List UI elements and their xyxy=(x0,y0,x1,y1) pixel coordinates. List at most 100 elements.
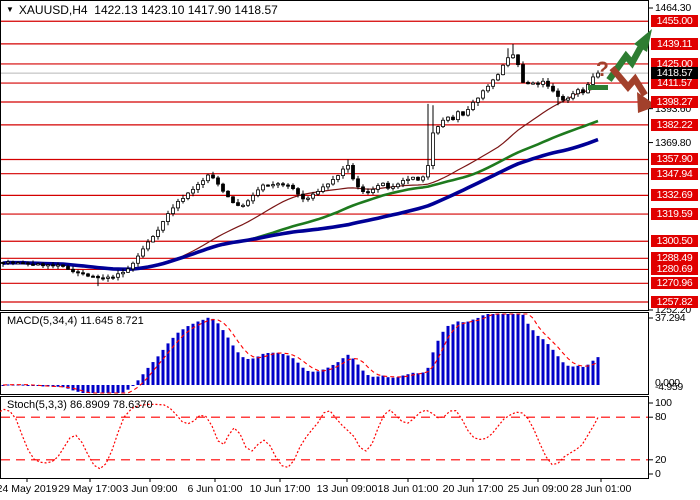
candle-body xyxy=(521,64,525,83)
macd-bar xyxy=(276,352,280,385)
macd-histogram xyxy=(1,314,600,393)
ma-slow-line xyxy=(2,137,599,272)
price-level-badge: 1425.00 xyxy=(651,57,698,70)
macd-bar xyxy=(241,357,245,385)
candle-body xyxy=(261,184,265,191)
macd-bar xyxy=(131,385,135,386)
stoch-k-line xyxy=(0,404,598,472)
candle-body xyxy=(291,184,295,190)
macd-bar xyxy=(156,356,160,385)
candle-body xyxy=(206,174,210,182)
candle-body xyxy=(576,89,580,95)
macd-bar xyxy=(461,322,465,385)
macd-bar xyxy=(486,314,490,385)
stoch-panel-border xyxy=(0,396,649,479)
candle-body xyxy=(491,79,495,87)
candle-body xyxy=(406,178,410,181)
candle-body xyxy=(271,184,275,187)
macd-bar xyxy=(446,325,450,385)
macd-bar xyxy=(581,366,585,385)
time-tick-label: 10 Jun 17:00 xyxy=(249,483,311,495)
candle-body xyxy=(91,275,95,278)
macd-bar xyxy=(296,362,300,385)
macd-bar xyxy=(436,340,440,385)
macd-bar xyxy=(526,323,530,385)
macd-bar xyxy=(556,356,560,385)
stoch-scale-label: 0 xyxy=(655,468,661,480)
time-tick-label: 25 Jun 09:00 xyxy=(507,483,569,495)
macd-bar xyxy=(301,367,305,385)
candle-body xyxy=(531,82,535,85)
candle-body xyxy=(11,261,15,264)
macd-bar xyxy=(291,358,295,385)
current-price-badge: 1418.57 xyxy=(651,67,698,80)
candle-body xyxy=(176,200,180,209)
candle-body xyxy=(126,268,130,273)
macd-bar xyxy=(6,384,10,386)
stoch-scale-label: 100 xyxy=(655,397,672,409)
price-level-badge: 1280.69 xyxy=(651,263,698,276)
macd-bar xyxy=(591,360,595,385)
macd-bar xyxy=(316,371,320,385)
candle-body xyxy=(596,72,600,78)
macd-bar xyxy=(391,377,395,385)
candle-body xyxy=(456,111,460,121)
candle-body xyxy=(481,90,485,99)
candle-body xyxy=(371,188,375,194)
candle-body xyxy=(31,263,35,266)
macd-bar xyxy=(506,314,510,385)
candle-body xyxy=(141,248,145,257)
level-lines[interactable] xyxy=(1,20,648,303)
macd-bar xyxy=(416,373,420,385)
price-level-badge: 1357.90 xyxy=(651,153,698,166)
candle-body xyxy=(346,165,350,170)
candle-body xyxy=(361,186,365,192)
candle-body xyxy=(56,264,60,267)
stoch-indicator-label: Stoch(5,3,3) 86.8909 78.6370 xyxy=(7,399,153,411)
macd-bar xyxy=(261,353,265,385)
macd-bar xyxy=(91,385,95,393)
time-tick-label: 18 Jun 01:00 xyxy=(377,483,439,495)
time-tick-label: 13 Jun 09:00 xyxy=(316,483,378,495)
question-mark-annotation[interactable]: ? xyxy=(596,58,609,81)
forecast-arrows[interactable] xyxy=(588,29,657,113)
macd-bar xyxy=(376,376,380,385)
candle-body xyxy=(181,198,185,202)
candle-body xyxy=(191,188,195,194)
candle-body xyxy=(311,193,315,199)
macd-bar xyxy=(146,367,150,385)
price-level-badge: 1398.27 xyxy=(651,96,698,109)
macd-bar xyxy=(346,354,350,385)
macd-bar xyxy=(56,385,60,387)
macd-bar xyxy=(561,362,565,385)
macd-bar xyxy=(121,385,125,393)
stoch-scale-label: 20 xyxy=(655,453,667,466)
macd-bar xyxy=(101,385,105,393)
symbol-dropdown-icon[interactable]: ▼ xyxy=(6,5,14,14)
symbol-label: XAUUSD,H4 xyxy=(18,3,88,17)
macd-bar xyxy=(191,323,195,385)
up-trend-arrow[interactable] xyxy=(606,41,646,82)
macd-bar xyxy=(466,321,470,385)
macd-bar xyxy=(71,385,75,391)
down-trend-arrow[interactable] xyxy=(609,65,648,97)
macd-bar xyxy=(541,339,545,385)
candle-body xyxy=(461,111,465,116)
macd-bar xyxy=(221,330,225,385)
macd-bar xyxy=(256,356,260,385)
chart-title: ▼ XAUUSD,H4 1422.13 1423.10 1417.90 1418.… xyxy=(6,3,278,17)
macd-bar xyxy=(41,385,45,387)
macd-bar xyxy=(236,352,240,385)
candle-body xyxy=(401,180,405,185)
macd-bar xyxy=(246,358,250,385)
candle-body xyxy=(301,193,305,200)
macd-bar xyxy=(266,352,270,385)
price-level-badge: 1332.69 xyxy=(651,189,698,202)
candle-body xyxy=(571,93,575,99)
macd-bar xyxy=(331,364,335,385)
candle-body xyxy=(526,81,530,85)
candle-body xyxy=(266,184,270,187)
candle-body xyxy=(396,183,400,188)
